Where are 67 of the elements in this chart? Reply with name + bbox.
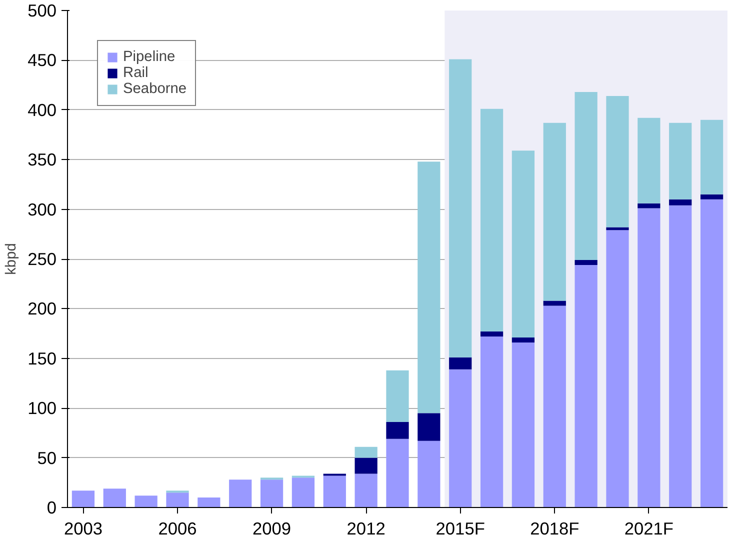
bar — [386, 438, 409, 508]
bar — [700, 120, 724, 194]
bar — [606, 227, 629, 230]
bar — [449, 59, 472, 358]
y-tick-label: 100 — [28, 398, 57, 418]
bar — [134, 496, 158, 508]
bar — [543, 306, 566, 508]
bar — [638, 208, 660, 508]
x-tick-label: 2006 — [158, 518, 197, 538]
bar — [574, 92, 598, 260]
bar — [480, 332, 504, 337]
x-tick-label: 2003 — [64, 518, 103, 538]
bar — [166, 492, 189, 508]
y-tick-label: 350 — [28, 150, 57, 170]
bar — [449, 357, 472, 370]
bar — [512, 338, 535, 342]
y-tick-label: 300 — [28, 199, 57, 220]
bar — [606, 230, 629, 508]
y-tick-label: 400 — [28, 100, 57, 120]
bar — [386, 370, 409, 422]
bar — [700, 199, 724, 508]
bar — [72, 490, 95, 508]
bar — [418, 440, 440, 508]
bar — [606, 96, 629, 228]
bar — [418, 162, 440, 414]
bar — [229, 480, 252, 508]
bar — [386, 422, 409, 439]
bar — [574, 260, 598, 265]
bar — [449, 369, 472, 508]
legend-label: Pipeline — [123, 49, 176, 65]
y-tick-label: 150 — [28, 348, 57, 368]
x-tick-label: 2009 — [252, 518, 292, 538]
bar — [198, 498, 220, 508]
y-tick-label: 50 — [37, 448, 57, 468]
bar — [512, 342, 535, 508]
y-tick-label: 200 — [28, 298, 57, 319]
bar — [574, 264, 598, 508]
bar — [669, 122, 692, 200]
y-tick-label: 250 — [28, 249, 57, 269]
y-axis-title: kbpd — [4, 243, 20, 275]
y-tick-label: 450 — [28, 50, 57, 70]
legend-label: Seaborne — [123, 81, 187, 97]
x-tick-label: 2018F — [530, 518, 580, 538]
bar — [292, 478, 315, 508]
bar — [418, 413, 440, 441]
bar — [543, 300, 566, 306]
bar — [103, 488, 126, 508]
bar — [480, 336, 504, 508]
y-tick-label: 500 — [28, 0, 57, 20]
bar — [669, 199, 692, 206]
x-tick-label: 2021F — [624, 518, 674, 538]
bar — [480, 108, 504, 332]
bar — [543, 122, 566, 301]
bar — [354, 458, 378, 474]
bar — [512, 150, 535, 338]
bar — [638, 118, 660, 204]
legend-label: Rail — [123, 65, 148, 81]
bar — [354, 446, 378, 458]
x-tick-label: 2012 — [346, 518, 386, 538]
bar — [260, 480, 284, 508]
bar — [323, 476, 346, 508]
y-tick-label: 0 — [46, 498, 57, 518]
bar — [638, 203, 660, 208]
bar — [700, 194, 724, 200]
x-tick-label: 2015F — [436, 518, 485, 538]
bar — [354, 474, 378, 508]
bar — [669, 205, 692, 508]
